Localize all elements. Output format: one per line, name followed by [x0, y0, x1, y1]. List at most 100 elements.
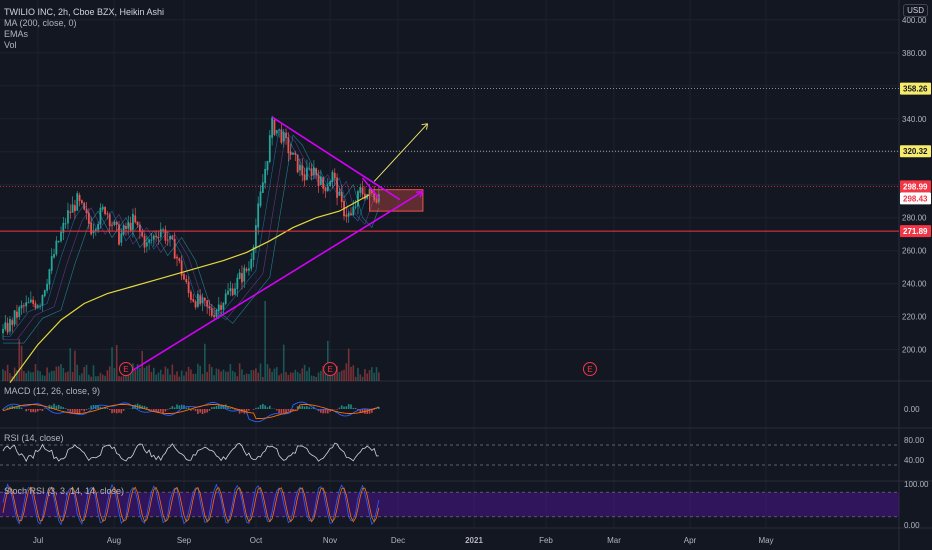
macd-bar [366, 409, 369, 414]
volume-bar [43, 375, 46, 381]
volume-bar [250, 370, 253, 381]
macd-bar [262, 403, 264, 409]
volume-bar [30, 372, 32, 381]
macd-bar [275, 409, 278, 411]
volume-bar [352, 365, 355, 381]
volume-bar [183, 375, 185, 381]
volume-bar [213, 375, 215, 381]
macd-signal-line [2, 404, 379, 419]
volume-bar [296, 371, 299, 381]
macd-bar [292, 409, 294, 411]
candle-body [317, 174, 320, 187]
macd-bar [289, 409, 292, 413]
volume-bar [262, 376, 264, 381]
stoch-rsi-label: Stoch RSI (3, 3, 14, 14, close) [4, 486, 125, 496]
volume-bar [194, 373, 197, 381]
time-tick-label: Nov [323, 536, 337, 545]
candle-body [92, 230, 95, 234]
volume-bar [282, 344, 285, 381]
candle-body [152, 235, 155, 240]
macd-bar [255, 407, 257, 409]
candle-body [370, 189, 373, 194]
time-tick-label: Mar [607, 536, 621, 545]
candle-body [67, 210, 69, 224]
macd-bar [208, 409, 211, 411]
candle-body [301, 165, 304, 176]
earnings-marker-2 [582, 362, 597, 376]
macd-bar [282, 409, 285, 413]
earnings-marker-0 [118, 362, 133, 376]
candle-body [83, 202, 86, 210]
macd-bar [11, 405, 14, 409]
macd-bar [83, 409, 85, 412]
currency-badge[interactable]: USD [903, 4, 928, 17]
macd-bar [269, 405, 271, 409]
volume-bar [108, 366, 111, 381]
volume-bar [275, 367, 278, 381]
macd-bar [150, 409, 153, 410]
volume-bar [166, 368, 169, 381]
rsi-label: RSI (14, close) [4, 433, 64, 443]
volume-bar [229, 364, 232, 381]
time-tick-label: Feb [539, 536, 553, 545]
macd-bar [227, 406, 229, 409]
macd-bar [345, 406, 348, 409]
candle-body [254, 225, 257, 249]
macd-bar [34, 409, 37, 413]
candle-body [71, 204, 74, 213]
volume-bar [143, 367, 146, 381]
volume-bar [11, 375, 14, 381]
time-tick-label: 2021 [465, 536, 483, 545]
volume-bar [227, 371, 229, 381]
macd-bar [245, 409, 248, 414]
macd-bar [104, 406, 106, 409]
volume-bar [310, 375, 313, 381]
macd-bar [25, 409, 27, 412]
candle-body [162, 229, 164, 231]
candle-body [285, 132, 287, 138]
volume-bar [113, 368, 116, 381]
price-tick-label: 400.00 [902, 16, 927, 25]
candle-body [227, 290, 229, 295]
candle-body [101, 206, 104, 210]
candle-body [282, 131, 285, 142]
candle-body [329, 181, 332, 187]
volume-bar [354, 376, 357, 381]
candle-body [299, 164, 301, 171]
price-badge [900, 225, 931, 238]
volume-bar [217, 369, 220, 381]
macd-bar [64, 408, 67, 409]
volume-bar [132, 363, 134, 381]
volume-bar [368, 370, 371, 381]
candle-body [187, 281, 190, 293]
volume-bar [71, 371, 74, 381]
macd-bar [322, 409, 324, 414]
time-tick-label: Apr [684, 536, 697, 545]
candle-body [138, 224, 141, 233]
symbol-title: TWILIO INC, 2h, Cboe BZX, Heikin Ashi [4, 7, 165, 17]
earnings-marker-label: E [587, 365, 592, 374]
candle-body [127, 222, 130, 229]
macd-bar [259, 405, 262, 409]
time-tick-label: Aug [107, 536, 121, 545]
macd-bar [190, 409, 192, 411]
volume-bar [148, 364, 150, 381]
macd-bar [280, 409, 283, 414]
volume-bar [39, 371, 41, 381]
volume-bar [92, 365, 95, 381]
volume-bar [345, 363, 348, 381]
macd-bar [183, 404, 185, 409]
candle-body [199, 295, 202, 304]
price-badge-label: 320.32 [903, 147, 928, 156]
candle-body [287, 137, 290, 154]
volume-bar [155, 374, 157, 381]
macd-bar [324, 409, 327, 414]
volume-bar [25, 373, 27, 381]
candle-body [352, 206, 355, 215]
volume-bar [150, 371, 153, 381]
macd-bar [97, 405, 99, 409]
macd-bar [340, 405, 343, 409]
macd-bar [81, 409, 83, 411]
volume-bar [264, 301, 266, 381]
